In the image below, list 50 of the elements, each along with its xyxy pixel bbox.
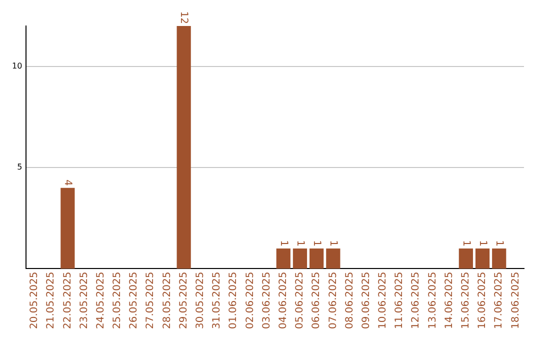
x-tick-label: 03.06.2025	[261, 272, 272, 330]
data-label: 1	[460, 240, 472, 247]
x-tick-label: 11.06.2025	[394, 272, 406, 330]
x-tick-label: 23.05.2025	[78, 272, 90, 330]
x-tick-label: 13.06.2025	[427, 272, 438, 330]
y-tick-label: 5	[17, 162, 22, 172]
x-tick-label: 09.06.2025	[360, 272, 372, 330]
x-tick-label: 26.05.2025	[128, 272, 140, 330]
data-label: 4	[62, 179, 74, 186]
x-tick-label: 31.05.2025	[212, 272, 223, 330]
bar	[475, 248, 490, 269]
x-tick-label: 30.05.2025	[195, 272, 206, 330]
x-tick-label: 06.06.2025	[311, 272, 322, 330]
x-tick-label: 12.06.2025	[410, 272, 422, 330]
x-tick-label: 04.06.2025	[278, 272, 289, 330]
data-label: 1	[294, 240, 306, 247]
bar	[176, 26, 191, 269]
x-tick-label: 21.05.2025	[46, 272, 57, 330]
x-tick-label: 14.06.2025	[444, 272, 455, 330]
x-tick-label: 07.06.2025	[328, 272, 339, 330]
x-tick-label: 01.06.2025	[228, 272, 240, 330]
bar	[492, 248, 506, 269]
data-label: 1	[476, 240, 488, 247]
data-label: 1	[310, 240, 322, 247]
x-tick-label: 27.05.2025	[145, 272, 156, 330]
x-tick-label: 25.05.2025	[112, 272, 124, 330]
bar	[276, 248, 290, 269]
x-tick-label: 16.06.2025	[477, 272, 488, 330]
x-tick-label: 15.06.2025	[460, 272, 472, 330]
x-tick-label: 22.05.2025	[62, 272, 74, 330]
x-tick-label: 02.06.2025	[244, 272, 256, 330]
x-tick-label: 24.05.2025	[95, 272, 106, 330]
x-tick-label: 29.05.2025	[178, 272, 190, 330]
data-label: 1	[494, 240, 505, 247]
x-tick-label: 08.06.2025	[344, 272, 356, 330]
x-tick-label: 20.05.2025	[29, 272, 40, 330]
x-tick-label: 05.06.2025	[294, 272, 306, 330]
bar	[458, 248, 473, 269]
y-tick-label: 10	[12, 62, 22, 71]
bar	[310, 248, 324, 269]
data-label: 1	[328, 240, 339, 247]
bar	[60, 188, 75, 269]
data-label: 1	[278, 240, 289, 247]
bar	[292, 248, 308, 269]
x-tick-label: 28.05.2025	[162, 272, 173, 330]
data-label: 12	[178, 11, 190, 24]
x-tick-label: 18.06.2025	[510, 272, 522, 330]
bar	[326, 248, 340, 269]
x-tick-label: 10.06.2025	[378, 272, 389, 330]
x-tick-label: 17.06.2025	[494, 272, 505, 330]
